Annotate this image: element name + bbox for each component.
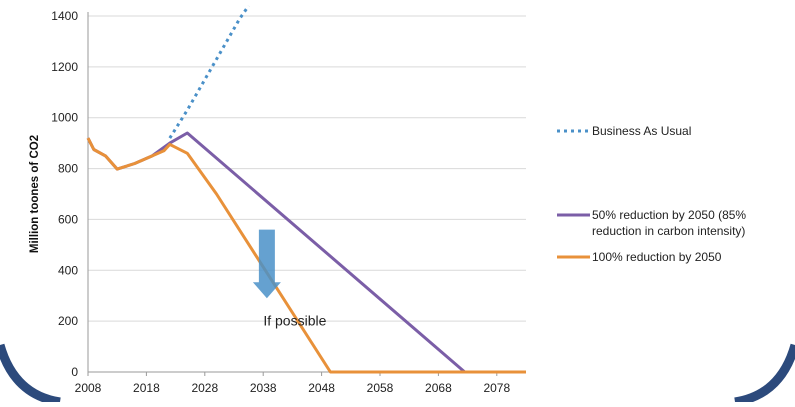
y-tick-label: 1200 xyxy=(51,60,78,74)
y-tick-label: 0 xyxy=(71,365,78,379)
x-tick-label: 2058 xyxy=(367,381,394,395)
x-tick-label: 2038 xyxy=(250,381,277,395)
annotation-text: If possible xyxy=(263,313,326,329)
legend: Business As Usual 50% reduction by 2050 (… xyxy=(557,124,746,264)
y-tick-label: 800 xyxy=(58,162,78,176)
legend-label-1: reduction in carbon intensity) xyxy=(592,224,745,238)
x-tick-labels: 2008 2018 2028 2038 2048 2058 2068 2078 xyxy=(75,381,511,395)
annotation: If possible xyxy=(252,229,327,329)
series-line-2 xyxy=(86,137,526,374)
y-tick-label: 400 xyxy=(58,263,78,277)
y-tick-label: 200 xyxy=(58,314,78,328)
legend-label-1: 50% reduction by 2050 (85% xyxy=(592,208,746,222)
frame-corner-right xyxy=(734,343,795,407)
series-lines xyxy=(86,4,526,374)
legend-label-0: Business As Usual xyxy=(592,124,691,138)
x-tick-label: 2008 xyxy=(75,381,102,395)
series-line-0 xyxy=(168,4,250,139)
y-tick-labels: 0 200 400 600 800 1000 1200 1400 xyxy=(51,9,78,379)
x-tick-label: 2018 xyxy=(133,381,160,395)
legend-label-2: 100% reduction by 2050 xyxy=(592,250,722,264)
y-tick-label: 1000 xyxy=(51,111,78,125)
y-tick-label: 600 xyxy=(58,212,78,226)
frame-corner-left xyxy=(0,343,61,407)
x-tick-label: 2028 xyxy=(191,381,218,395)
x-tick-label: 2078 xyxy=(483,381,510,395)
y-axis-label: Million toones of CO2 xyxy=(29,135,41,253)
x-tick-label: 2048 xyxy=(308,381,335,395)
y-tick-label: 1400 xyxy=(51,9,78,23)
x-tick-label: 2068 xyxy=(425,381,452,395)
down-arrow-icon xyxy=(252,229,281,299)
